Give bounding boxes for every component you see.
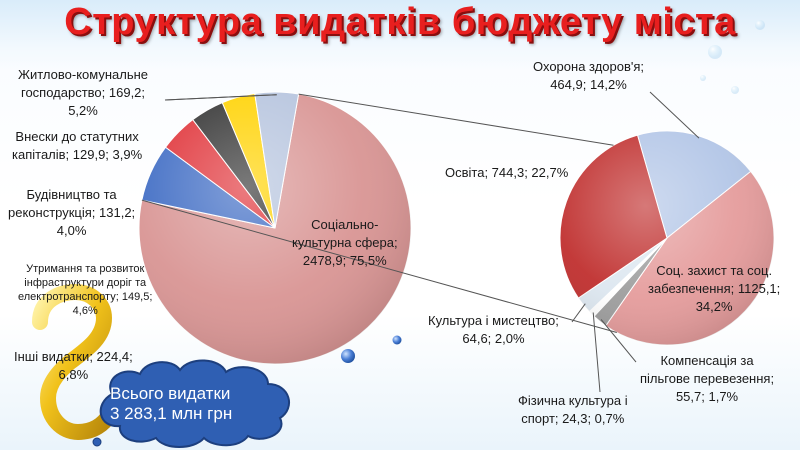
slice-label-line: 5,2% (68, 103, 98, 118)
slice-label-infrastructure: Утримання та розвиток інфраструктури дорі… (18, 262, 152, 318)
slice-label-line: Освіта; 744,3; 22,7% (445, 165, 569, 180)
label-leader-lines (164, 91, 700, 393)
leader-health (649, 91, 700, 139)
slice-label-housing: Житлово-комунальне господарство; 169,2; 5,… (18, 66, 148, 120)
slice-label-line: Утримання та розвиток (26, 263, 145, 275)
slice-label-line: пільгове перевезення; (640, 371, 775, 386)
slice-label-compensation: Компенсація за пільгове перевезення; 55,7;… (640, 352, 774, 406)
slice-label-line: реконструкція; 131,2; (8, 205, 136, 220)
connector-line-top (298, 93, 614, 146)
slide-header-band (0, 0, 800, 70)
slice-label-line: 464,9; 14,2% (550, 77, 627, 92)
slice-label-education: Освіта; 744,3; 22,7% (445, 164, 568, 182)
slice-label-line: 55,7; 1,7% (675, 389, 739, 404)
slice-label-line: Охорона здоров'я; (533, 59, 645, 74)
slice-label-line: Інші видатки; 224,4; (14, 349, 133, 364)
total-expenses-caption: Всього видатки (110, 384, 231, 403)
slice-label-line: капіталів; 129,9; 3,9% (12, 147, 143, 162)
leader-compensation (600, 319, 637, 363)
slide-title: Структура видатків бюджету міста (64, 1, 736, 43)
bubble-icon (392, 335, 402, 345)
slice-label-line: господарство; 169,2; (21, 85, 146, 100)
slice-label-line: 4,0% (56, 223, 87, 238)
slice-label-other: Інші видатки; 224,4; 6,8% (14, 348, 133, 384)
water-drop-icon (700, 75, 706, 81)
slice-label-line: Соціально- (311, 217, 379, 232)
bubble-icon (341, 349, 355, 363)
water-drop-icon (755, 20, 765, 30)
connector-line-bottom (141, 199, 617, 333)
pie-gloss (560, 131, 774, 345)
slice-label-line: 2478,9; 75,5% (302, 253, 387, 268)
slice-label-line: Житлово-комунальне (18, 67, 149, 82)
slice-label-line: 64,6; 2,0% (462, 331, 525, 346)
slice-label-social: Соціально-культурна сфера; 2478,9; 75,5% (292, 216, 398, 270)
slice-label-culture: Культура і мистецтво; 64,6; 2,0% (428, 312, 559, 348)
slice-label-health: Охорона здоров'я; 464,9; 14,2% (533, 58, 644, 94)
leader-sport (592, 312, 601, 393)
slice-label-line: Компенсація за (660, 353, 754, 368)
slice-label-line: Фізична культура і (518, 393, 628, 408)
leader-housing-b (164, 94, 277, 101)
total-expenses-value: 3 283,1 млн грн (110, 404, 233, 423)
hryvnia-sign-icon (25, 283, 118, 441)
slice-label-line: Культура і мистецтво; (428, 313, 559, 328)
pie-gloss (139, 92, 411, 364)
main-pie-chart (138, 91, 412, 365)
slice-label-line: інфраструктури доріг та (24, 277, 147, 289)
total-expenses: Всього видатки 3 283,1 млн грн (110, 384, 290, 424)
slice-label-line: 34,2% (695, 299, 733, 314)
pie-connector-lines (141, 93, 617, 333)
leader-culture (571, 303, 586, 323)
slice-label-protection: Соц. захист та соц. забезпечення; 1125,1;… (648, 262, 780, 316)
slice-label-line: 6,8% (58, 367, 89, 382)
slice-label-sport: Фізична культура і спорт; 24,3; 0,7% (518, 392, 628, 428)
slice-label-line: Соц. захист та соц. (656, 263, 773, 278)
slice-label-line: культурна сфера; (292, 235, 398, 250)
slice-label-line: Будівництво та (26, 187, 117, 202)
slice-label-line: 4,6% (72, 305, 98, 317)
total-callout (92, 359, 290, 448)
slice-label-construction: Будівництво та реконструкція; 131,2; 4,0% (8, 186, 135, 240)
water-drop-icon (708, 45, 722, 59)
slice-label-statutory: Внески до статутних капіталів; 129,9; 3,9… (12, 128, 142, 164)
detail-pie-chart (559, 130, 775, 346)
slice-label-line: спорт; 24,3; 0,7% (521, 411, 625, 426)
water-drop-icon (731, 86, 739, 94)
slice-label-line: забезпечення; 1125,1; (648, 281, 781, 296)
slice-label-line: електротранспорту; 149,5; (18, 291, 153, 303)
slice-label-line: Внески до статутних (15, 129, 139, 144)
